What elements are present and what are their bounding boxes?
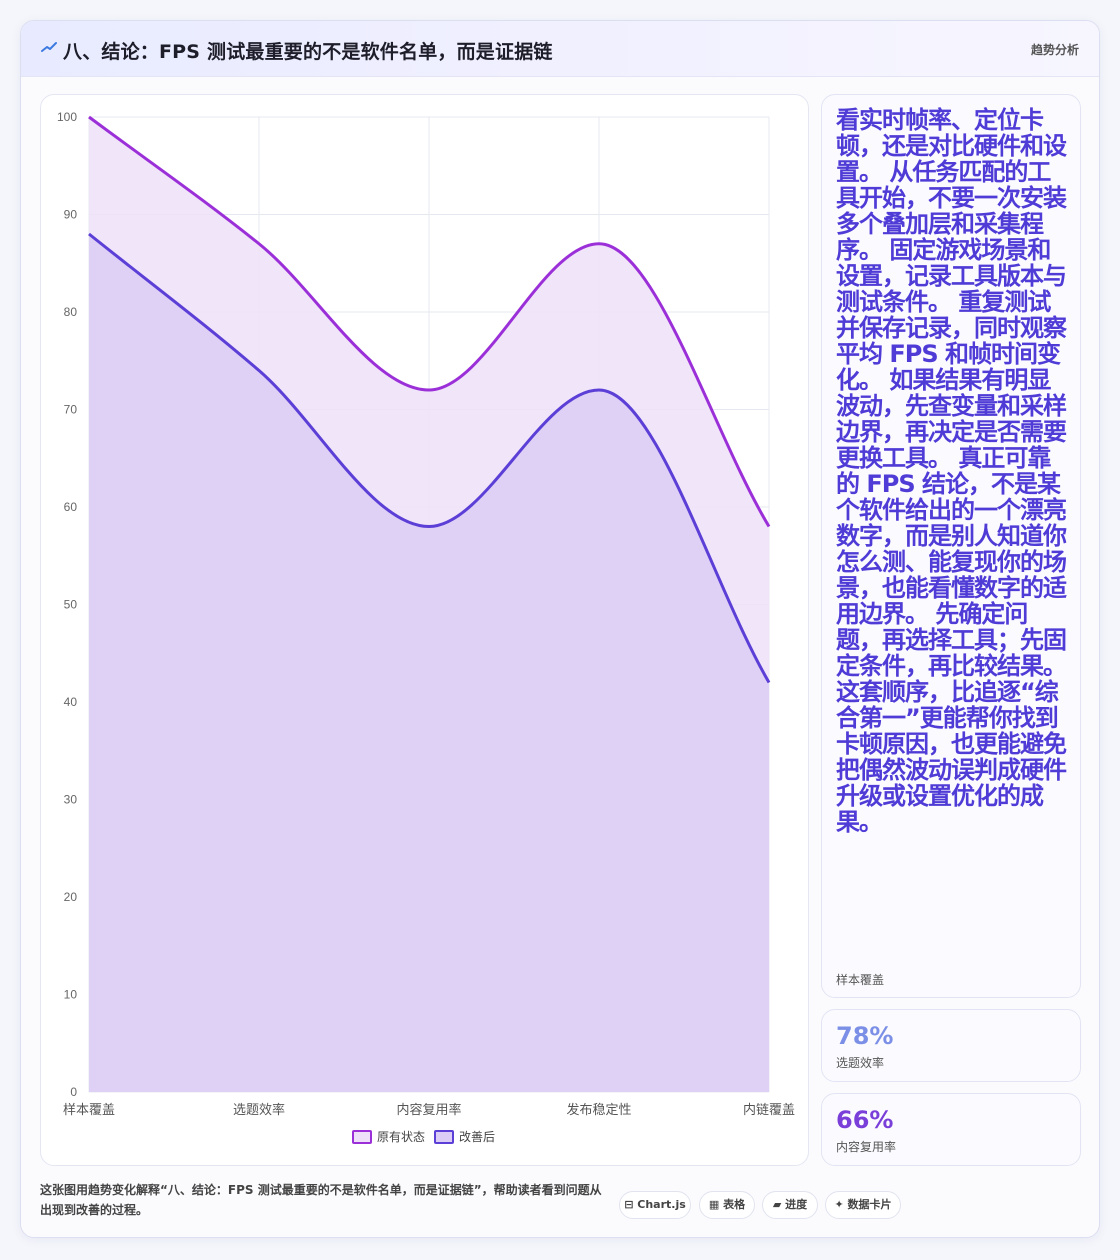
legend-label: 改善后: [459, 1129, 495, 1144]
y-tick-label: 90: [64, 208, 78, 222]
chart-icon: ⊟: [624, 1198, 634, 1211]
y-tick-label: 30: [64, 793, 78, 807]
series-area-1: [89, 234, 769, 1092]
kpi-card-1: 78% 选题效率: [821, 1009, 1081, 1082]
kpi-value: 66%: [836, 1106, 894, 1134]
summary-caption: 样本覆盖: [836, 973, 885, 987]
legend-label: 原有状态: [377, 1130, 425, 1144]
tag-label: 进度: [785, 1198, 808, 1211]
y-tick-label: 40: [64, 695, 78, 709]
page-title: 八、结论：FPS 测试最重要的不是软件名单，而是证据链: [63, 41, 553, 63]
kpi-label: 选题效率: [836, 1056, 885, 1070]
y-tick-label: 80: [64, 305, 78, 319]
y-tick-label: 60: [64, 500, 78, 514]
trend-line-icon: [41, 42, 57, 52]
y-tick-label: 100: [57, 110, 77, 124]
tag-label: 表格: [723, 1198, 746, 1211]
y-tick-label: 0: [70, 1085, 77, 1099]
tag-progress[interactable]: ▰ 进度: [762, 1191, 818, 1219]
report-card: 八、结论：FPS 测试最重要的不是软件名单，而是证据链 趋势分析 0 10 20 30…: [20, 20, 1100, 1238]
summary-card: 看实时帧率、定位卡顿，还是对比硬件和设置。 从任务匹配的工具开始，不要一次安装多…: [821, 94, 1081, 998]
series-line-0: [88, 115, 771, 528]
y-tick-label: 70: [64, 403, 78, 417]
x-tick-label: 内链覆盖: [743, 1102, 795, 1118]
tag-table[interactable]: ▦ 表格: [699, 1191, 755, 1219]
area-chart: 0 10 20 30 40 50 60 70 80 90 100 样本覆盖 选题效率 内容复用率 发布稳定性…: [57, 110, 795, 1144]
summary-text: 看实时帧率、定位卡顿，还是对比硬件和设置。 从任务匹配的工具开始，不要一次安装多…: [836, 106, 1067, 836]
legend-swatch: [434, 1130, 454, 1144]
legend-swatch: [352, 1130, 372, 1144]
tag-label: Chart.js: [637, 1198, 686, 1211]
tag-chartjs[interactable]: ⊟ Chart.js: [619, 1191, 691, 1219]
y-tick-label: 10: [64, 988, 78, 1002]
footer-description: 这张图用趋势变化解释“八、结论：FPS 测试最重要的不是软件名单，而是证据链”，…: [40, 1183, 602, 1217]
x-tick-label: 样本覆盖: [63, 1103, 115, 1118]
x-tick-label: 内容复用率: [396, 1102, 461, 1118]
kpi-label: 内容复用率: [836, 1140, 897, 1154]
y-tick-label: 20: [64, 890, 78, 904]
y-tick-label: 50: [64, 598, 78, 612]
tag-data-card[interactable]: ✦ 数据卡片: [825, 1191, 901, 1219]
x-tick-label: 发布稳定性: [566, 1102, 631, 1118]
x-tick-label: 选题效率: [233, 1102, 285, 1118]
tag-label: 数据卡片: [847, 1198, 892, 1211]
header-tag: 趋势分析: [1030, 43, 1079, 57]
progress-icon: ▰: [772, 1198, 782, 1211]
kpi-card-2: 66% 内容复用率: [821, 1093, 1081, 1166]
card-header: 八、结论：FPS 测试最重要的不是软件名单，而是证据链 趋势分析: [21, 21, 1099, 77]
chart-panel: 0 10 20 30 40 50 60 70 80 90 100 样本覆盖 选题效率 内容复用率 发布稳定性…: [40, 94, 809, 1166]
kpi-value: 78%: [836, 1022, 894, 1050]
card-icon: ✦: [834, 1198, 844, 1211]
series-line-1: [88, 232, 771, 684]
table-icon: ▦: [708, 1198, 720, 1211]
